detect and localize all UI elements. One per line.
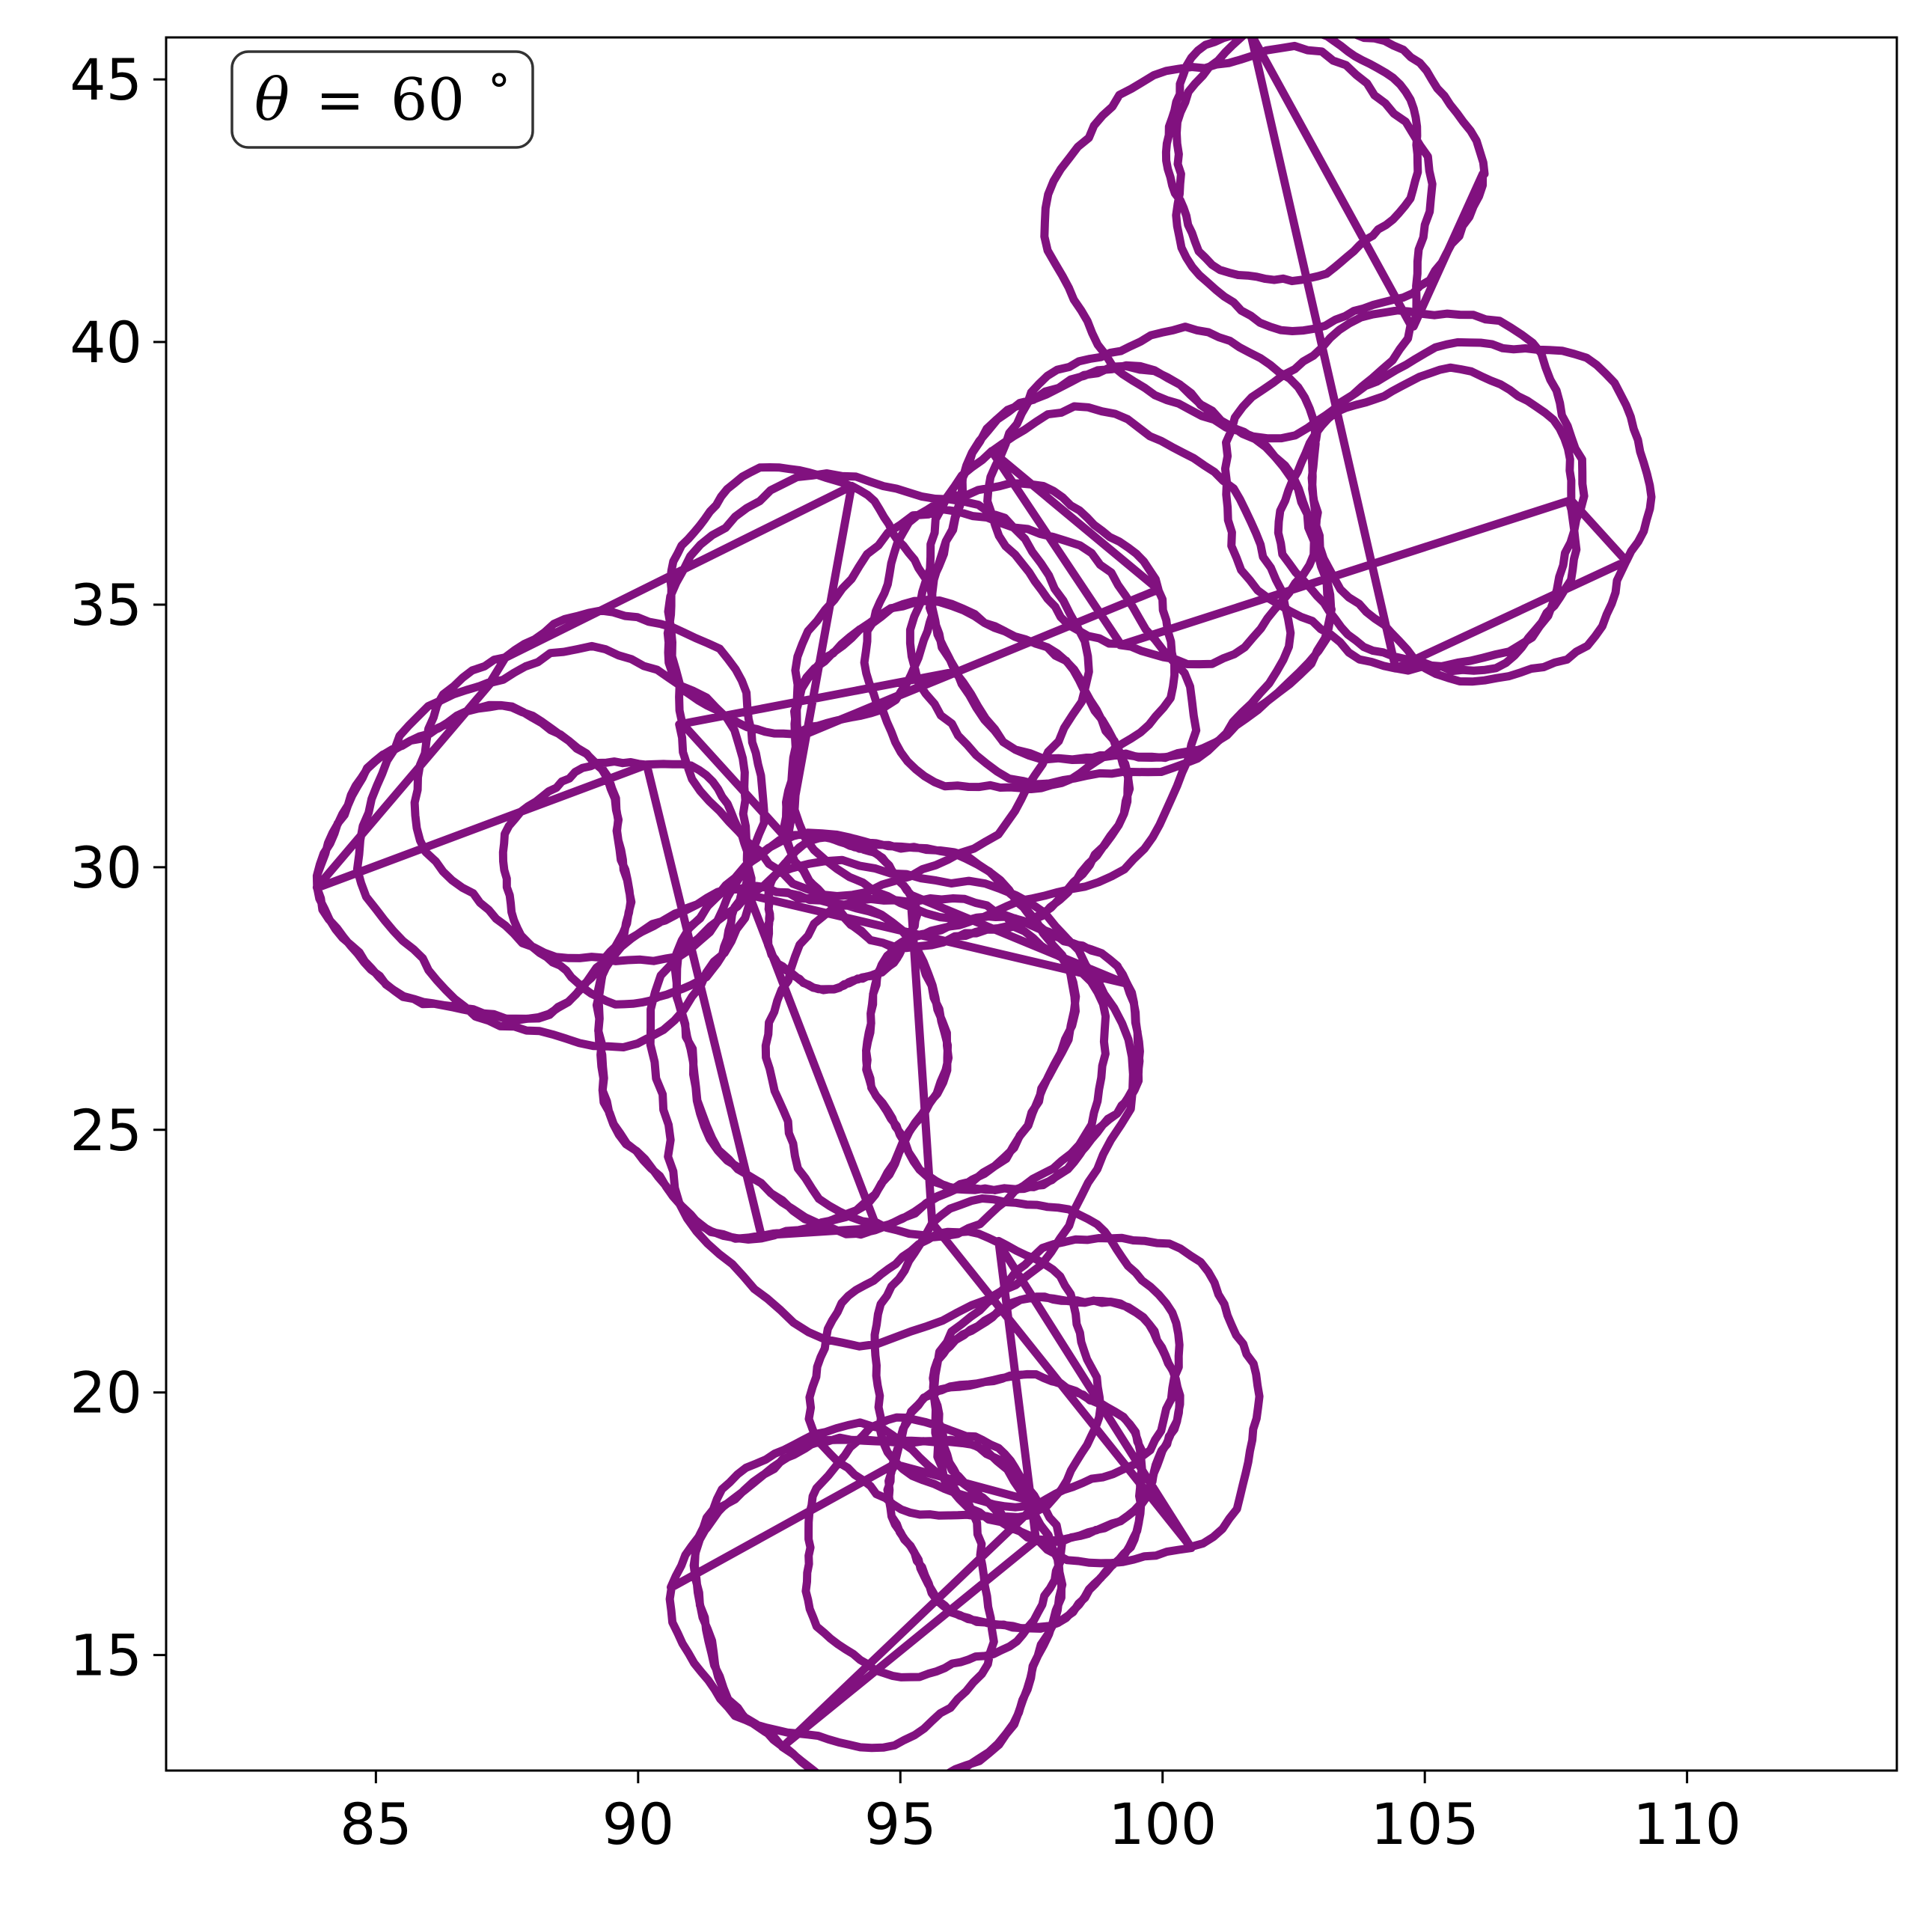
annotation-label: θ = 60 °	[254, 65, 510, 134]
x-tick-label: 110	[1633, 1791, 1741, 1857]
theta-annotation: θ = 60 °	[230, 50, 534, 149]
y-tick-label: 30	[70, 834, 142, 901]
annotation-box	[230, 50, 534, 149]
y-axis: 15 20 25 30 35 40 45	[70, 46, 166, 1689]
plot-frame	[165, 36, 1898, 1772]
y-tick-label: 25	[70, 1097, 142, 1164]
x-tick-label: 105	[1371, 1791, 1479, 1857]
y-tick-label: 40	[70, 309, 142, 376]
x-tick-label: 90	[602, 1791, 674, 1857]
y-tick-label: 45	[70, 46, 142, 113]
trajectory-line	[312, 37, 1656, 1771]
trajectory-series	[312, 37, 1656, 1771]
y-tick-label: 15	[70, 1622, 142, 1689]
angle-value: 60	[391, 67, 465, 134]
y-tick-label: 20	[70, 1360, 142, 1426]
x-tick-label: 85	[340, 1791, 412, 1857]
x-axis: 85 90 95 100 105 110	[340, 1771, 1741, 1857]
theta-symbol: θ	[254, 67, 290, 134]
x-tick-label: 95	[864, 1791, 937, 1857]
x-tick-label: 100	[1108, 1791, 1217, 1857]
degree-unit: °	[488, 65, 510, 117]
equals-sign: =	[316, 67, 364, 134]
y-tick-label: 35	[70, 572, 142, 638]
